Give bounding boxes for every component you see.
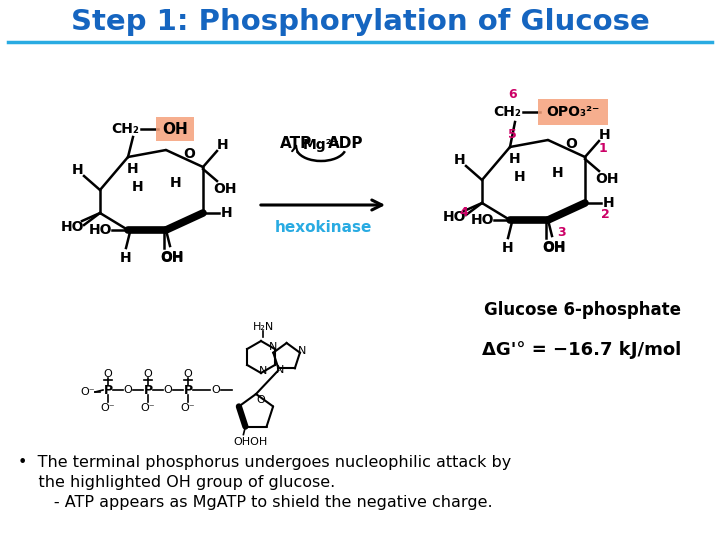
Text: OPO₃²⁻: OPO₃²⁻ — [546, 105, 600, 119]
Text: Glucose 6-phosphate: Glucose 6-phosphate — [484, 301, 680, 319]
Text: O: O — [256, 395, 266, 405]
Text: H₂N: H₂N — [253, 322, 274, 332]
Text: 2: 2 — [600, 208, 609, 221]
Text: O⁻: O⁻ — [181, 403, 195, 413]
Text: H: H — [603, 196, 615, 210]
Text: H: H — [127, 162, 139, 176]
Text: O: O — [104, 369, 112, 379]
Text: - ATP appears as MgATP to shield the negative charge.: - ATP appears as MgATP to shield the neg… — [18, 495, 492, 510]
Text: H: H — [170, 176, 182, 190]
Text: H: H — [221, 206, 233, 220]
Text: HO: HO — [89, 223, 112, 237]
FancyBboxPatch shape — [156, 117, 194, 141]
Text: H: H — [120, 251, 132, 265]
Text: H: H — [217, 138, 229, 152]
Text: OHOH: OHOH — [234, 437, 268, 447]
Text: O: O — [184, 369, 192, 379]
Text: ADP: ADP — [328, 136, 364, 151]
Text: Step 1: Phosphorylation of Glucose: Step 1: Phosphorylation of Glucose — [71, 8, 649, 36]
Text: P: P — [143, 383, 153, 396]
Text: O: O — [566, 137, 577, 151]
Text: OH: OH — [542, 240, 566, 254]
Text: 6: 6 — [509, 87, 517, 100]
Text: H: H — [509, 152, 521, 166]
Text: H: H — [599, 128, 611, 142]
Text: O: O — [184, 146, 195, 160]
Text: OH: OH — [213, 182, 237, 196]
Text: hexokinase: hexokinase — [274, 219, 372, 234]
Text: OH: OH — [161, 250, 184, 264]
Text: P: P — [184, 383, 192, 396]
Text: P: P — [104, 383, 112, 396]
Text: HO: HO — [60, 220, 84, 234]
Text: H: H — [132, 180, 144, 194]
Text: the highlighted OH group of glucose.: the highlighted OH group of glucose. — [18, 475, 336, 489]
Text: H: H — [72, 163, 84, 177]
Text: O: O — [143, 369, 153, 379]
Text: H: H — [502, 241, 514, 255]
Text: 5: 5 — [508, 129, 516, 141]
Text: HO: HO — [442, 210, 466, 224]
Text: OH: OH — [161, 251, 184, 265]
Text: 4: 4 — [459, 206, 469, 219]
Text: N: N — [258, 366, 267, 376]
Text: ATP: ATP — [280, 136, 312, 151]
Text: CH₂: CH₂ — [493, 105, 521, 119]
Text: O: O — [124, 385, 132, 395]
Text: O: O — [163, 385, 172, 395]
FancyBboxPatch shape — [538, 99, 608, 125]
Text: OH: OH — [595, 172, 618, 186]
Text: •  The terminal phosphorus undergoes nucleophilic attack by: • The terminal phosphorus undergoes nucl… — [18, 455, 511, 469]
Text: ΔG'° = −16.7 kJ/mol: ΔG'° = −16.7 kJ/mol — [482, 341, 682, 359]
Text: 3: 3 — [558, 226, 567, 239]
Text: HO: HO — [470, 213, 494, 227]
Text: H: H — [514, 170, 526, 184]
Text: N: N — [269, 342, 277, 352]
Text: O⁻: O⁻ — [81, 387, 95, 397]
Text: H: H — [454, 153, 466, 167]
Text: Mg²⁺: Mg²⁺ — [302, 138, 339, 152]
Text: H: H — [552, 166, 564, 180]
Text: O⁻: O⁻ — [101, 403, 115, 413]
Text: 1: 1 — [598, 143, 608, 156]
Text: O⁻: O⁻ — [140, 403, 156, 413]
Text: N: N — [298, 346, 306, 356]
Text: CH₂: CH₂ — [111, 122, 139, 136]
Text: O: O — [212, 385, 220, 395]
Text: OH: OH — [162, 122, 188, 137]
Text: OH: OH — [542, 241, 566, 255]
Text: N: N — [276, 366, 284, 375]
